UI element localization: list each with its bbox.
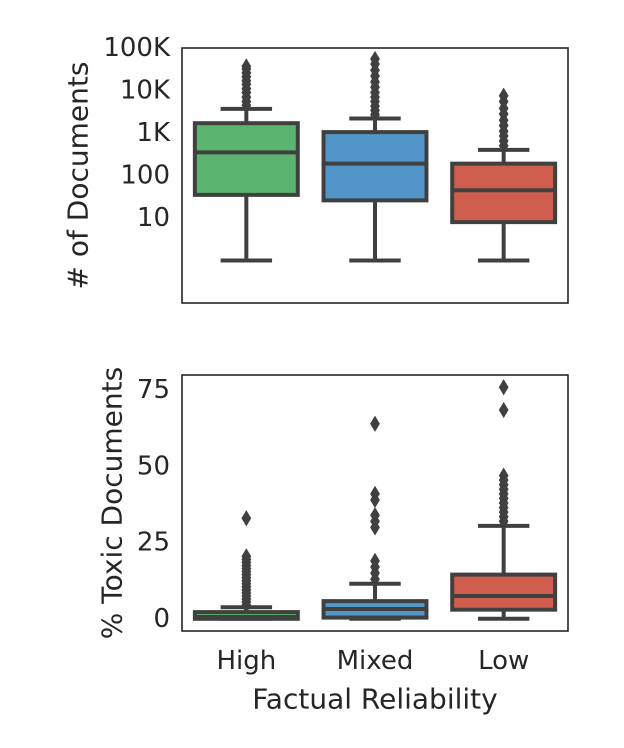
x-tick-label: High: [216, 646, 276, 676]
y-tick-label: 25: [137, 528, 170, 558]
box-mixed: [321, 50, 429, 263]
y-tick-label: 10: [137, 203, 170, 233]
documents-count-panel: 10 100 1K 10K 100K # of Documents: [62, 33, 569, 304]
box-body: [450, 572, 558, 612]
box-high: [192, 510, 300, 621]
box-mixed: [321, 415, 429, 621]
y-tick-label: 50: [137, 451, 170, 481]
outlier-point: [498, 379, 509, 396]
outlier-point: [241, 510, 252, 527]
y-axis-label: # of Documents: [62, 62, 95, 290]
y-axis-label: % Toxic Documents: [96, 367, 129, 639]
toxic-percentage-panel: 0 25 50 75 % Toxic Documents High Mixed Low Fact…: [96, 367, 569, 716]
box-low: [450, 87, 558, 263]
x-axis-label: Factual Reliability: [252, 683, 497, 716]
box-high: [192, 58, 300, 263]
y-tick-label: 100K: [103, 33, 171, 63]
y-tick-label: 75: [137, 375, 170, 405]
y-tick-label: 10K: [120, 76, 171, 106]
plot-frame: [181, 47, 569, 304]
y-tick-label: 1K: [136, 118, 171, 148]
outlier-point: [241, 58, 252, 75]
outlier-point: [370, 415, 380, 432]
y-tick-label: 0: [153, 604, 170, 634]
box-low: [450, 379, 558, 621]
x-tick-label: Low: [478, 646, 529, 676]
y-tick-label: 100: [120, 161, 170, 191]
outlier-point: [498, 401, 509, 419]
plot-frame: [181, 374, 569, 632]
outlier-point: [370, 507, 380, 524]
outlier-point: [498, 87, 509, 104]
x-tick-label: Mixed: [337, 646, 414, 676]
outlier-point: [498, 467, 509, 484]
box-body: [192, 121, 300, 197]
outlier-point: [370, 552, 380, 570]
box-body: [321, 130, 429, 203]
outlier-point: [241, 548, 252, 565]
outlier-point: [370, 485, 380, 502]
outlier-point: [370, 50, 380, 68]
box-body: [450, 161, 558, 225]
